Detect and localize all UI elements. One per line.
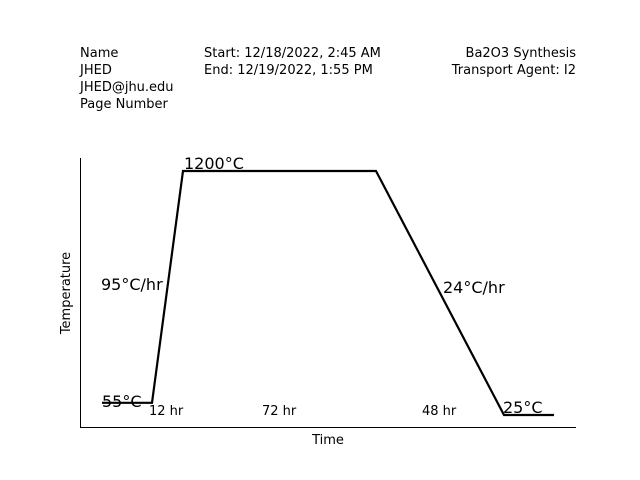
header-right: Ba2O3 Synthesis Transport Agent: I2 <box>452 45 576 79</box>
ramp-down-rate-label: 24°C/hr <box>443 278 505 297</box>
header-middle: Start: 12/18/2022, 2:45 AM End: 12/19/20… <box>204 45 381 79</box>
hold-initial-label: 12 hr <box>149 404 184 419</box>
cool-time-label: 48 hr <box>422 404 457 419</box>
header-email: JHED@jhu.edu <box>80 80 174 95</box>
header-start: Start: 12/18/2022, 2:45 AM <box>204 46 381 61</box>
y-axis-label: Temperature <box>59 252 74 335</box>
header-transport-agent: Transport Agent: I2 <box>451 63 576 78</box>
header-name: Name <box>80 46 119 61</box>
x-axis-label: Time <box>311 433 344 448</box>
hold-peak-label: 72 hr <box>262 404 297 419</box>
header-synthesis: Ba2O3 Synthesis <box>465 46 576 61</box>
ramp-up-rate-label: 95°C/hr <box>101 275 163 294</box>
header-end: End: 12/19/2022, 1:55 PM <box>204 63 373 78</box>
header-left: Name JHED JHED@jhu.edu Page Number <box>80 45 174 113</box>
temperature-profile-line <box>102 169 554 417</box>
end-temp-label: 25°C <box>503 398 543 417</box>
start-temp-label: 55°C <box>102 392 142 411</box>
peak-temp-label: 1200°C <box>184 154 244 173</box>
header-page-number: Page Number <box>80 97 168 112</box>
header-jhed: JHED <box>80 63 112 78</box>
